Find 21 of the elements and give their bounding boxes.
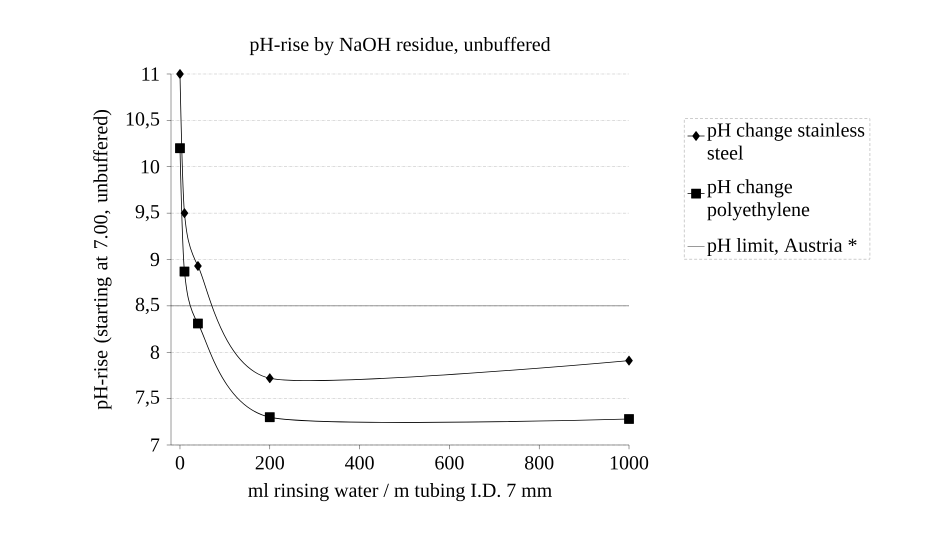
legend-label: pH limit, Austria * (707, 238, 857, 256)
legend-label: pH change polyethylene (707, 179, 810, 220)
x-tick-label: 1000 (610, 456, 648, 470)
y-tick-label: 7 (151, 438, 160, 452)
y-tick-label: 8 (150, 346, 160, 359)
y-tick-label: 10 (142, 160, 160, 174)
y-tick-label: 9,5 (136, 205, 160, 222)
x-axis-title: ml rinsing water / m tubing I.D. 7 mm (248, 483, 552, 502)
y-tick-label: 9 (150, 252, 160, 266)
y-tick-label: 8,5 (136, 298, 160, 314)
chart-title: pH-rise by NaOH residue, unbuffered (250, 36, 550, 56)
y-tick-label: 10,5 (126, 112, 160, 129)
y-tick-label: 7,5 (136, 390, 160, 407)
y-axis-title: pH-rise (starting at 7.00, unbuffered) (93, 110, 112, 410)
x-tick-label: 0 (176, 456, 184, 470)
x-tick-label: 800 (525, 456, 554, 470)
x-tick-label: 600 (435, 456, 464, 470)
legend-label: pH change stainless steel (707, 122, 864, 160)
x-tick-label: 400 (345, 456, 374, 470)
y-tick-label: 11 (142, 67, 159, 81)
x-tick-label: 200 (256, 456, 284, 470)
